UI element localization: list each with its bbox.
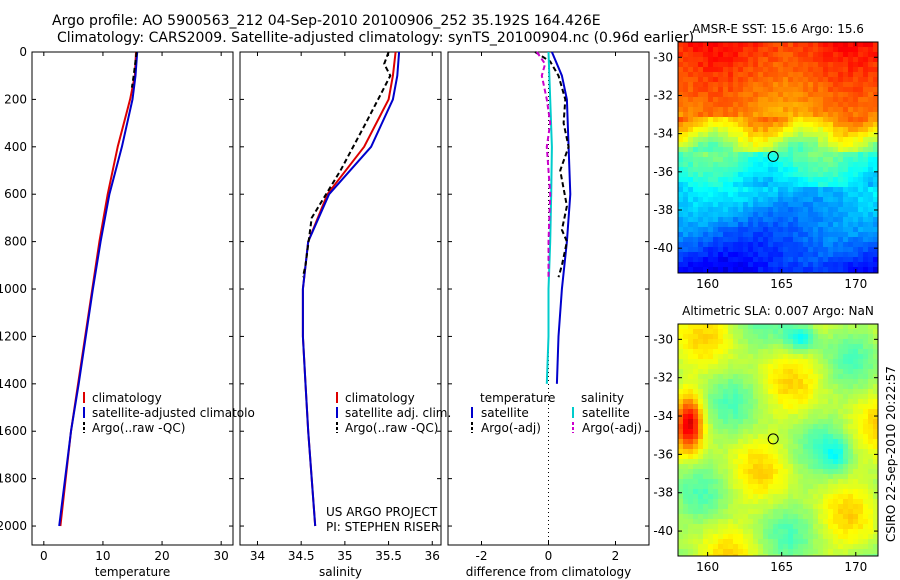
- difference_profile-xlabel: difference from climatology: [466, 565, 632, 579]
- difference-legend-header-salinity: salinity: [581, 391, 624, 405]
- header-line-1: Argo profile: AO 5900563_212 04-Sep-2010…: [52, 13, 601, 29]
- difference_profile-series-argo-adj-: [534, 51, 570, 278]
- salinity_profile-xtick-label: 35: [337, 549, 352, 563]
- salinity_profile-legend-label: Argo(..raw -QC): [345, 421, 438, 435]
- salinity_profile-xtick-label: 36: [425, 549, 440, 563]
- temperature_profile-ytick-label: 0: [19, 45, 27, 59]
- difference-legend-header-temperature: temperature: [480, 391, 555, 405]
- sst_map-ytick-label: -40: [653, 241, 673, 255]
- header-line-2: Climatology: CARS2009. Satellite-adjuste…: [57, 30, 695, 46]
- salinity_profile-xlabel: salinity: [319, 565, 362, 579]
- difference-legend-label: Argo(-adj): [582, 421, 642, 435]
- temperature_profile-legend-label: climatology: [92, 391, 162, 405]
- sst_map-ytick-label: -32: [653, 88, 673, 102]
- salinity_profile-series-argo-raw-qc-: [301, 51, 392, 278]
- sla_map-ytick-label: -40: [653, 524, 673, 538]
- difference_profile-series-satellite: [550, 51, 572, 384]
- salinity_profile-xtick-label: 34: [250, 549, 265, 563]
- sla_map-ytick-label: -32: [653, 371, 673, 385]
- sst_map-float-marker: [767, 150, 779, 162]
- sla_map-float-marker: [767, 433, 779, 445]
- temperature_profile-xtick-label: 20: [154, 549, 169, 563]
- sla_map-field: [678, 324, 878, 556]
- sla_map-xtick-label: 170: [844, 560, 867, 574]
- temperature_profile-ytick-label: 600: [4, 187, 27, 201]
- difference_profile-xtick-label: 2: [612, 549, 620, 563]
- difference-legend-label: Argo(-adj): [481, 421, 541, 435]
- temperature_profile-legend-label: satellite-adjusted climatolo: [92, 406, 255, 420]
- sla_map-title: Altimetric SLA: 0.007 Argo: NaN: [682, 304, 874, 318]
- sla_map-xtick-label: 160: [696, 560, 719, 574]
- sla_map-frame: [677, 323, 879, 557]
- difference-legend-label: satellite: [582, 406, 630, 420]
- temperature_profile-xtick-label: 30: [214, 549, 229, 563]
- sst_map-ytick-label: -36: [653, 165, 673, 179]
- sst_map-xtick-label: 160: [696, 277, 719, 291]
- sst_map-title: AMSR-E SST: 15.6 Argo: 15.6: [692, 22, 864, 36]
- sla_map-ytick-label: -30: [653, 332, 673, 346]
- difference-legend-label: satellite: [481, 406, 529, 420]
- sst_map-frame: [677, 41, 879, 274]
- salinity_profile-xtick-label: 34.5: [288, 549, 315, 563]
- sla_map-xtick-label: 165: [770, 560, 793, 574]
- temperature_profile-ytick-label: 400: [4, 140, 27, 154]
- sla_map-ytick-label: -34: [653, 409, 673, 423]
- sla_map-ytick-label: -38: [653, 486, 673, 500]
- sst_map-field: [678, 42, 878, 273]
- temperature_profile-series-satellite-adjusted-climatolo: [58, 51, 139, 527]
- sst_map-ytick-label: -30: [653, 50, 673, 64]
- sla_map-ytick-label: -36: [653, 447, 673, 461]
- sst_map-ytick-label: -34: [653, 127, 673, 141]
- salinity_profile-legend-label: climatology: [345, 391, 415, 405]
- salinity_profile-xtick-label: 35.5: [375, 549, 402, 563]
- temperature_profile-ytick-label: 800: [4, 235, 27, 249]
- project-annotation: US ARGO PROJECT: [326, 505, 438, 519]
- temperature_profile-ytick-label: 1600: [0, 424, 27, 438]
- difference_profile-xtick-label: 0: [545, 549, 553, 563]
- temperature_profile-ytick-label: 1000: [0, 282, 27, 296]
- sst_map-xtick-label: 165: [770, 277, 793, 291]
- temperature_profile-xtick-label: 10: [95, 549, 110, 563]
- temperature_profile-xtick-label: 0: [40, 549, 48, 563]
- difference_profile-series-satellite: [545, 51, 553, 384]
- temperature_profile-ytick-label: 1200: [0, 329, 27, 343]
- temperature_profile-ytick-label: 2000: [0, 519, 27, 533]
- temperature_profile-ytick-label: 1400: [0, 377, 27, 391]
- side-timestamp: CSIRO 22-Sep-2010 20:22:57: [884, 366, 898, 542]
- temperature_profile-frame: [31, 51, 234, 546]
- temperature_profile-ytick-label: 200: [4, 92, 27, 106]
- sst_map-ytick-label: -38: [653, 203, 673, 217]
- difference_profile-xtick-label: -2: [476, 549, 488, 563]
- sst_map-xtick-label: 170: [844, 277, 867, 291]
- temperature_profile-ytick-label: 1800: [0, 472, 27, 486]
- temperature_profile-xlabel: temperature: [95, 565, 170, 579]
- salinity_profile-legend-label: satellite adj. clim.: [345, 406, 451, 420]
- salinity_profile-frame: [239, 51, 442, 546]
- temperature_profile-legend-label: Argo(..raw -QC): [92, 421, 185, 435]
- pi-annotation: PI: STEPHEN RISER: [326, 520, 439, 534]
- difference_profile-series-argo-adj-: [535, 51, 552, 278]
